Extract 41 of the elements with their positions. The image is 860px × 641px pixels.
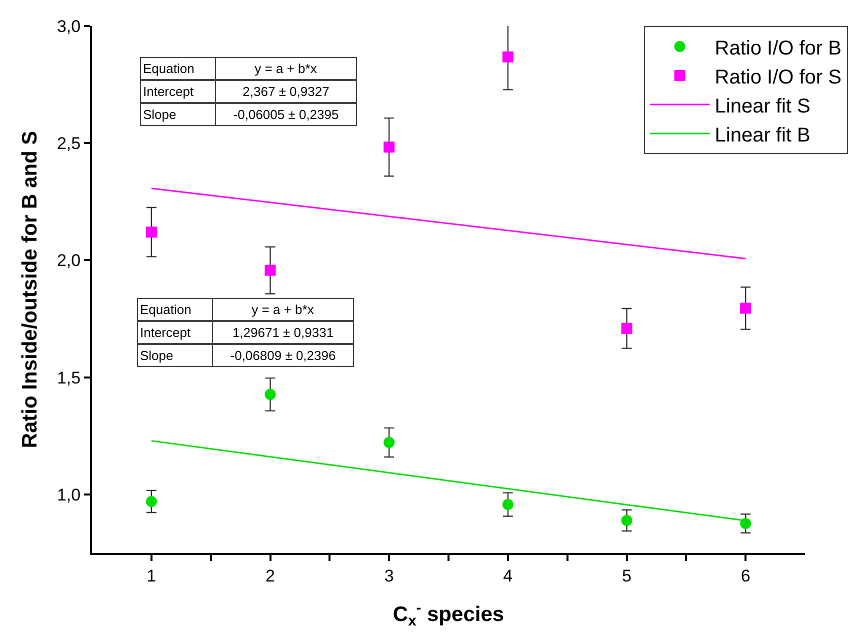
annotation: y = a + b*x xyxy=(252,302,314,317)
point xyxy=(146,496,157,507)
point xyxy=(264,264,276,276)
point xyxy=(502,499,514,510)
legend-label: Ratio I/O for B xyxy=(714,37,842,60)
point xyxy=(146,226,157,238)
legend-label: Linear fit S xyxy=(714,95,810,118)
annotation: y = a + b*x xyxy=(254,61,318,76)
point xyxy=(740,302,752,314)
x-tick-label: 1 xyxy=(146,566,156,586)
y-tick-label: 2,5 xyxy=(56,134,81,154)
point xyxy=(384,142,395,153)
x-axis-title: C$_{x}$$^{-}$ species xyxy=(392,600,504,630)
annotation: -0,06005 ± 0,2395 xyxy=(233,107,339,122)
x-tick-label: 4 xyxy=(503,566,513,586)
y-tick-label: 1,5 xyxy=(56,368,81,388)
x-tick-label: 5 xyxy=(622,566,632,586)
legend-label: Linear fit B xyxy=(714,124,810,146)
x-tick-label: 3 xyxy=(384,566,394,586)
annotation: Equation xyxy=(140,302,192,317)
point xyxy=(384,436,395,448)
point xyxy=(740,518,752,529)
y-tick-label: 2,0 xyxy=(56,251,81,270)
point xyxy=(621,322,632,334)
annotation: 2,367 ± 0,9327 xyxy=(242,84,330,99)
annotation: Slope xyxy=(143,107,176,122)
y-axis-title: Ratio Inside/outside for B and S xyxy=(18,130,42,448)
annotation: Equation xyxy=(143,61,194,76)
legend-label: Ratio I/O for S xyxy=(714,66,842,88)
point xyxy=(621,514,632,526)
annotation: 1,29671 ± 0,9331 xyxy=(232,325,334,340)
annotation: Intercept xyxy=(140,325,191,340)
y-tick-label: 1,0 xyxy=(56,485,81,504)
point xyxy=(502,51,514,62)
x-tick-label: 6 xyxy=(740,566,750,586)
annotation: Slope xyxy=(140,348,174,363)
annotation: Intercept xyxy=(143,84,194,99)
annotation: -0,06809 ± 0,2396 xyxy=(230,348,336,363)
point xyxy=(264,388,276,400)
y-tick-label: 3,0 xyxy=(56,16,81,36)
x-tick-label: 2 xyxy=(266,566,275,586)
